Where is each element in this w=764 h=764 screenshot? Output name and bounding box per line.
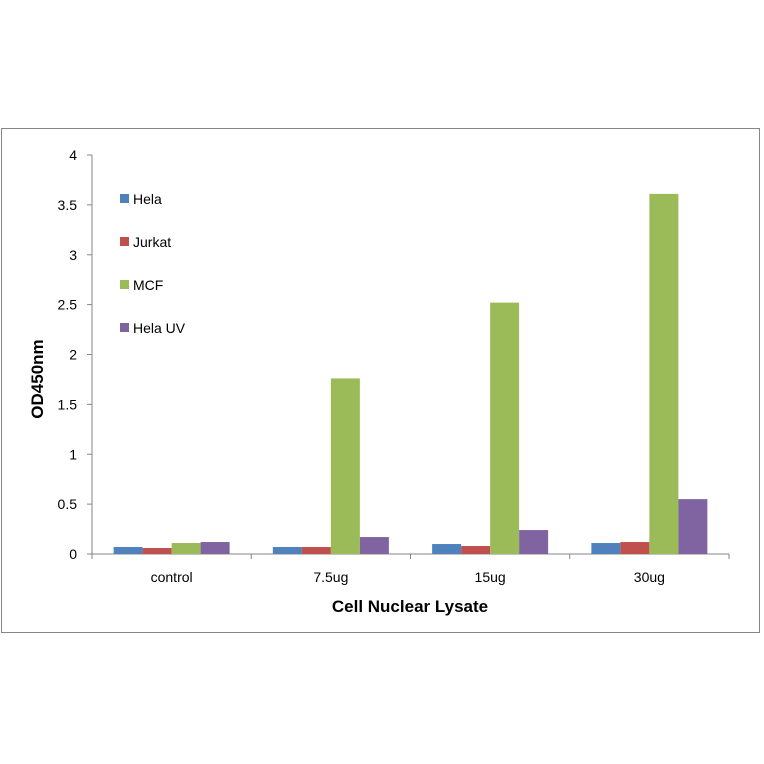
legend-swatch-hela bbox=[120, 194, 129, 203]
bar-jurkat-15ug bbox=[461, 546, 491, 554]
bar-hela-15ug bbox=[432, 544, 462, 554]
x-axis-title: Cell Nuclear Lysate bbox=[332, 597, 488, 616]
bar-hela-uv-15ug bbox=[519, 530, 549, 554]
y-tick-label: 1 bbox=[69, 446, 77, 462]
x-tick-label: 7.5ug bbox=[313, 569, 348, 585]
bar-hela-7-5ug bbox=[272, 547, 302, 554]
bar-mcf-15ug bbox=[490, 302, 520, 554]
bar-hela-control bbox=[113, 547, 143, 554]
y-tick-label: 1.5 bbox=[58, 396, 78, 412]
plot-area: 0 0.5 1 1.5 2 2.5 3 3.5 4 control 7.5ug 15ug 30ug Hel… bbox=[58, 147, 730, 585]
legend-label-hela: Hela bbox=[133, 191, 162, 207]
bar-hela-uv-30ug bbox=[678, 499, 708, 554]
bar-chart: 0 0.5 1 1.5 2 2.5 3 3.5 4 control 7.5ug 15ug 30ug Hel… bbox=[28, 147, 730, 616]
x-tick-label: 30ug bbox=[634, 569, 665, 585]
y-axis-title: OD450nm bbox=[28, 339, 47, 418]
legend-swatch-jurkat bbox=[120, 237, 129, 246]
y-tick-label: 2.5 bbox=[58, 297, 78, 313]
bar-mcf-7-5ug bbox=[330, 378, 360, 554]
bar-hela-30ug bbox=[591, 543, 621, 554]
legend-label-jurkat: Jurkat bbox=[133, 234, 171, 250]
y-tick-label: 0.5 bbox=[58, 496, 78, 512]
legend-label-mcf: MCF bbox=[133, 277, 163, 293]
bar-mcf-30ug bbox=[649, 193, 679, 554]
y-tick-label: 4 bbox=[69, 147, 77, 163]
x-tick-label: control bbox=[151, 569, 193, 585]
legend-swatch-mcf bbox=[120, 280, 129, 289]
bar-mcf-control bbox=[171, 543, 201, 554]
chart-frame: 0 0.5 1 1.5 2 2.5 3 3.5 4 control 7.5ug 15ug 30ug Hel… bbox=[1, 128, 760, 633]
y-tick-label: 3.5 bbox=[58, 197, 78, 213]
bar-hela-uv-7-5ug bbox=[359, 537, 389, 554]
bar-jurkat-7-5ug bbox=[301, 547, 331, 554]
legend-swatch-hela-uv bbox=[120, 323, 129, 332]
bar-hela-uv-control bbox=[200, 542, 230, 554]
legend-label-hela-uv: Hela UV bbox=[133, 320, 186, 336]
bar-jurkat-30ug bbox=[620, 542, 650, 554]
y-tick-label: 2 bbox=[69, 347, 77, 363]
bar-jurkat-control bbox=[142, 548, 172, 554]
y-tick-label: 0 bbox=[69, 546, 77, 562]
y-tick-label: 3 bbox=[69, 247, 77, 263]
x-tick-label: 15ug bbox=[475, 569, 506, 585]
